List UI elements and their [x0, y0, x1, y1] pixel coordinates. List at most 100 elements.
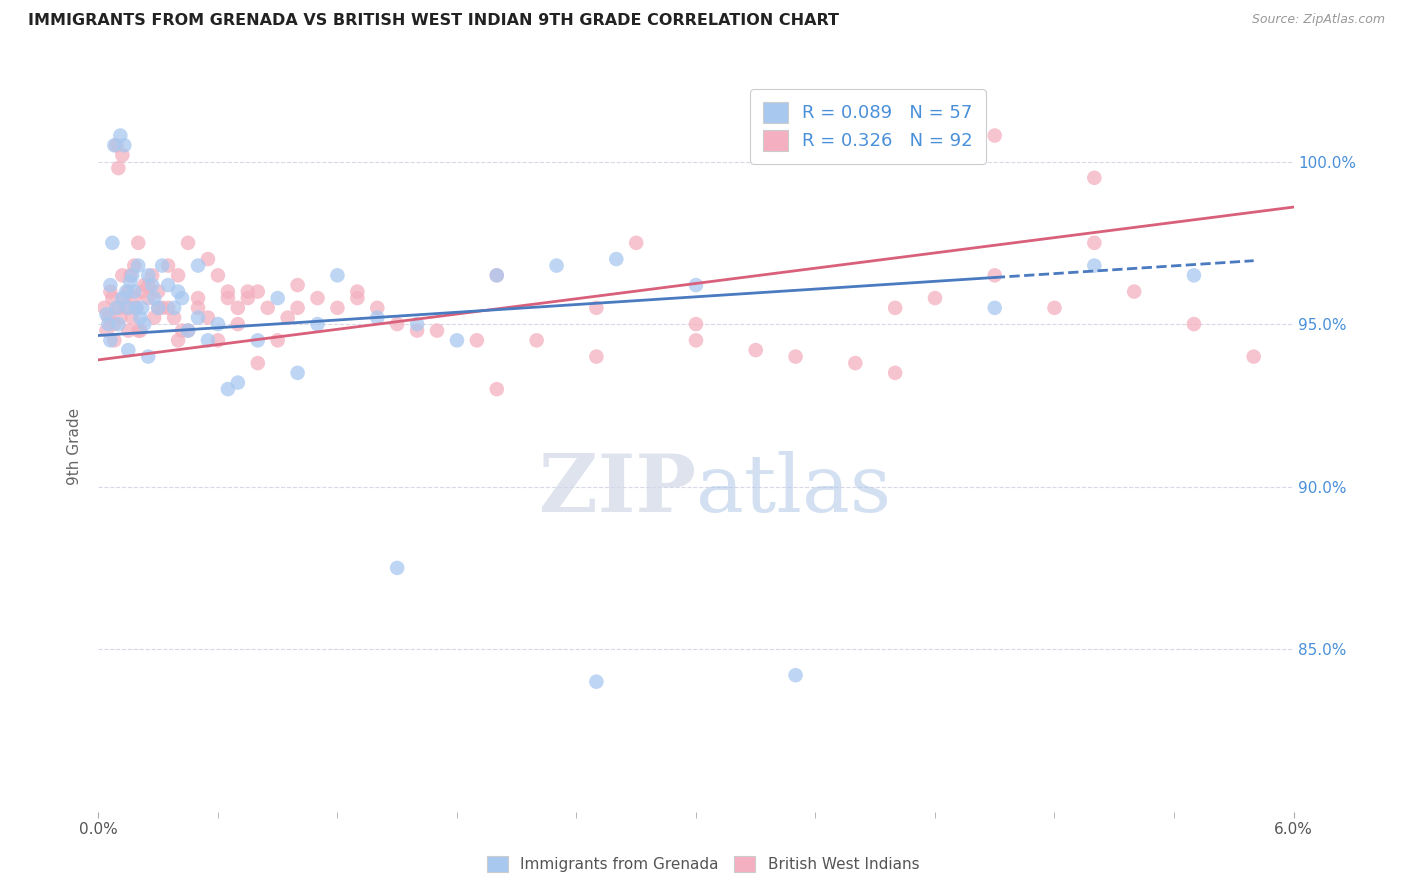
Point — [107, 301, 129, 315]
Point — [366, 310, 388, 325]
Point — [96, 324, 118, 338]
Point — [167, 285, 190, 299]
Point — [136, 278, 159, 293]
Legend: R = 0.089   N = 57, R = 0.326   N = 92: R = 0.089 N = 57, R = 0.326 N = 92 — [749, 89, 986, 163]
Point — [246, 356, 269, 370]
Point — [605, 252, 627, 266]
Point — [585, 350, 607, 364]
Point — [129, 310, 152, 325]
Point — [585, 674, 607, 689]
Point — [236, 291, 259, 305]
Point — [884, 366, 907, 380]
Point — [546, 259, 568, 273]
Point — [307, 291, 329, 305]
Point — [127, 324, 149, 338]
Point — [136, 291, 159, 305]
Text: ZIP: ZIP — [538, 450, 696, 529]
Point — [167, 268, 190, 283]
Point — [745, 343, 768, 357]
Point — [267, 334, 290, 348]
Point — [148, 301, 170, 315]
Point — [129, 324, 152, 338]
Point — [924, 291, 946, 305]
Point — [117, 301, 139, 315]
Point — [163, 310, 186, 325]
Point — [197, 310, 219, 325]
Point — [287, 278, 309, 293]
Point — [117, 285, 139, 299]
Point — [134, 317, 156, 331]
Point — [406, 324, 429, 338]
Point — [177, 324, 200, 338]
Point — [785, 668, 807, 682]
Point — [785, 350, 807, 364]
Point — [226, 317, 249, 331]
Point — [984, 128, 1007, 143]
Point — [111, 268, 134, 283]
Point — [685, 278, 707, 293]
Point — [163, 301, 186, 315]
Point — [685, 317, 707, 331]
Point — [107, 161, 129, 175]
Point — [307, 317, 329, 331]
Point — [115, 301, 138, 315]
Point — [1083, 235, 1105, 250]
Point — [177, 235, 200, 250]
Point — [107, 317, 129, 331]
Point — [103, 317, 125, 331]
Point — [1243, 350, 1265, 364]
Point — [110, 310, 132, 325]
Point — [217, 382, 239, 396]
Point — [207, 334, 229, 348]
Point — [103, 334, 125, 348]
Point — [125, 301, 148, 315]
Point — [97, 317, 120, 331]
Point — [117, 324, 139, 338]
Point — [236, 285, 259, 299]
Point — [385, 317, 409, 331]
Point — [226, 301, 249, 315]
Point — [105, 301, 128, 315]
Point — [98, 334, 122, 348]
Point — [485, 268, 508, 283]
Point — [485, 268, 508, 283]
Point — [124, 285, 146, 299]
Point — [326, 301, 349, 315]
Point — [141, 278, 163, 293]
Text: Source: ZipAtlas.com: Source: ZipAtlas.com — [1251, 13, 1385, 27]
Point — [366, 301, 388, 315]
Point — [136, 268, 159, 283]
Point — [111, 291, 134, 305]
Point — [111, 148, 134, 162]
Point — [148, 301, 170, 315]
Point — [585, 301, 607, 315]
Point — [287, 301, 309, 315]
Point — [136, 350, 159, 364]
Point — [131, 301, 153, 315]
Point — [1083, 259, 1105, 273]
Point — [217, 291, 239, 305]
Point — [1043, 301, 1066, 315]
Point — [150, 259, 173, 273]
Point — [426, 324, 449, 338]
Point — [526, 334, 548, 348]
Point — [124, 259, 146, 273]
Point — [112, 291, 135, 305]
Point — [124, 291, 146, 305]
Point — [884, 301, 907, 315]
Point — [101, 235, 124, 250]
Point — [148, 285, 170, 299]
Point — [150, 301, 173, 315]
Point — [346, 285, 368, 299]
Point — [97, 310, 120, 325]
Point — [226, 376, 249, 390]
Point — [277, 310, 299, 325]
Point — [187, 259, 209, 273]
Point — [121, 268, 143, 283]
Point — [127, 235, 149, 250]
Point — [121, 310, 143, 325]
Text: atlas: atlas — [696, 450, 891, 529]
Point — [197, 334, 219, 348]
Point — [187, 291, 209, 305]
Point — [157, 301, 180, 315]
